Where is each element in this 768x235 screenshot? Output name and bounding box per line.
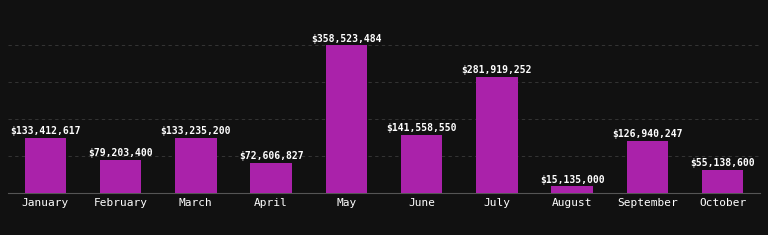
Bar (551, 187, 593, 193)
Text: $141,558,550: $141,558,550 (386, 123, 457, 133)
Bar (100, 160, 141, 193)
Bar (25, 138, 66, 193)
Bar (250, 163, 292, 193)
Bar (627, 141, 668, 193)
Bar (401, 134, 442, 193)
Text: $79,203,400: $79,203,400 (88, 148, 153, 158)
Bar (702, 170, 743, 193)
Text: $281,919,252: $281,919,252 (462, 65, 532, 75)
Text: $15,135,000: $15,135,000 (540, 175, 604, 185)
Text: $133,412,617: $133,412,617 (10, 126, 81, 136)
Bar (326, 45, 367, 193)
Text: $133,235,200: $133,235,200 (161, 126, 231, 136)
Bar (476, 77, 518, 193)
Text: $55,138,600: $55,138,600 (690, 158, 755, 168)
Text: $126,940,247: $126,940,247 (612, 129, 683, 139)
Text: $72,606,827: $72,606,827 (239, 151, 303, 161)
Bar (175, 138, 217, 193)
Text: $358,523,484: $358,523,484 (311, 34, 382, 43)
